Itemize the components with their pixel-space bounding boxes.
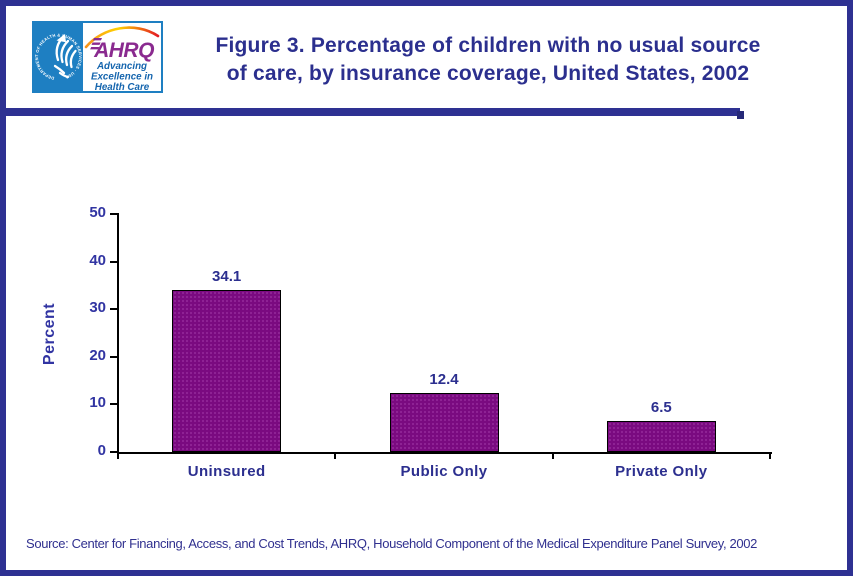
eagle-wing-strokes [53, 34, 77, 79]
x-category-label: Uninsured [187, 463, 266, 480]
ahrq-tagline: Advancing Excellence in Health Care [91, 61, 153, 91]
hhs-eagle-icon: DEPARTMENT OF HEALTH & HUMAN SERVICES · … [34, 32, 83, 81]
figure-title-line-1: Figure 3. Percentage of children with no… [215, 34, 761, 57]
speed-lines-icon [90, 38, 102, 50]
figure-title: Figure 3. Percentage of children with no… [156, 32, 820, 88]
y-tick [110, 451, 118, 453]
arc-swoosh-icon [84, 26, 160, 49]
x-tick [769, 452, 771, 459]
tagline-line-2: Excellence in [91, 72, 153, 83]
y-tick [110, 308, 118, 311]
eagle-head [56, 34, 66, 43]
tagline-line-1: Advancing [96, 61, 147, 72]
tagline-line-3: Health Care [95, 82, 150, 91]
y-tick-label: 20 [89, 346, 106, 364]
bar-value-label: 6.5 [650, 399, 672, 416]
source-note: Source: Center for Financing, Access, an… [26, 536, 758, 551]
y-tick [110, 403, 118, 406]
x-category-label: Public Only [400, 463, 488, 480]
y-axis-line [117, 213, 119, 454]
x-tick [334, 452, 336, 459]
ahrq-logo: AHRQ Advancing Excellence in Health Care [83, 23, 161, 91]
bar-chart: Percent 0 10 20 30 40 50 34.1 Uninsured 12.4 Publ… [6, 6, 847, 570]
figure-title-line-2: of care, by insurance coverage, United S… [226, 62, 750, 85]
hhs-logo: DEPARTMENT OF HEALTH & HUMAN SERVICES · … [34, 23, 83, 91]
x-axis-line [117, 452, 772, 454]
y-tick [110, 355, 118, 358]
divider-bar [6, 108, 744, 119]
bar-value-label: 12.4 [429, 371, 459, 388]
x-tick [117, 452, 119, 459]
ahrq-hhs-logo: DEPARTMENT OF HEALTH & HUMAN SERVICES · … [32, 21, 163, 93]
y-tick-label: 30 [89, 299, 106, 317]
y-tick-label: 0 [97, 442, 106, 459]
y-tick [110, 213, 118, 215]
y-tick-label: 40 [89, 251, 106, 269]
y-tick [110, 260, 118, 263]
bar-public-only [390, 393, 499, 452]
bar-uninsured [172, 290, 281, 452]
bar-private-only [607, 421, 716, 452]
bar-value-label: 34.1 [212, 268, 242, 285]
y-tick-label: 10 [89, 394, 106, 412]
y-axis-label: Percent [41, 302, 58, 366]
ahrq-logo-art: AHRQ Advancing Excellence in Health Care [84, 26, 160, 91]
ahrq-wordmark: AHRQ [93, 39, 154, 62]
x-tick [552, 452, 554, 459]
y-tick-label: 50 [89, 204, 106, 221]
x-category-label: Private Only [615, 463, 708, 480]
